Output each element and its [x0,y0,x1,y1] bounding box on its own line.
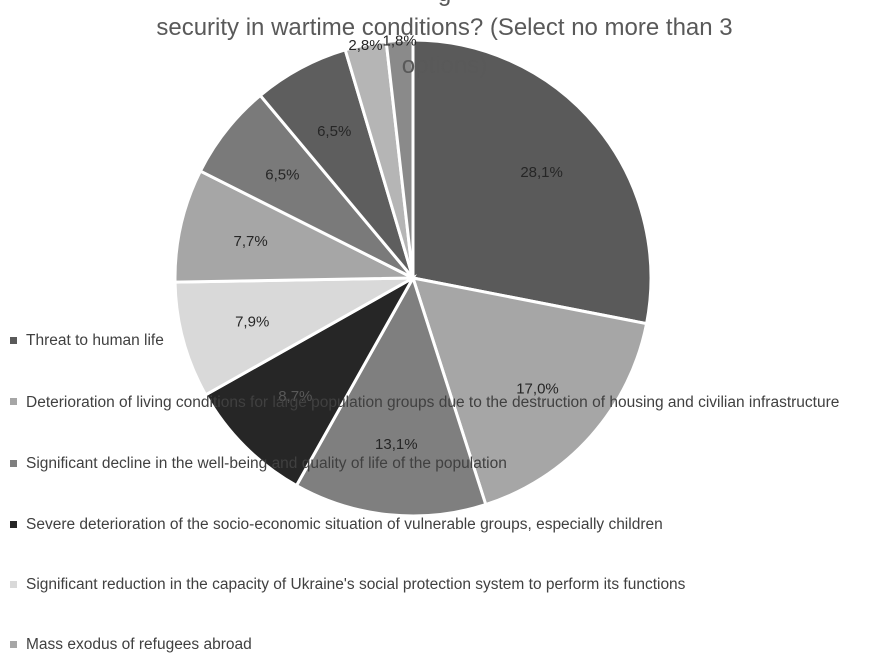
chart-title-line-3: options) [401,52,488,79]
slice-data-label-1: 17,0% [516,381,559,398]
pie-slice-5 [173,169,414,284]
legend-swatch-5 [10,641,17,648]
legend-swatch-3 [10,521,17,528]
legend-label: Mass exodus of refugees abroad [26,636,252,653]
slice-data-label-4: 7,9% [235,314,269,331]
slice-data-label-5: 7,7% [233,233,267,250]
legend-swatch-2 [10,460,17,467]
legend-label: Significant reduction in the capacity of… [26,576,686,593]
slice-data-label-6: 6,5% [265,167,299,184]
slice-data-label-9: 1,8% [382,32,416,49]
slice-data-label-7: 6,5% [317,123,351,140]
slice-data-label-8: 2,8% [348,37,382,54]
pie-slice-9 [384,38,415,279]
chart-title-line-1: g [0,0,889,8]
pie-slice-0 [411,38,653,326]
pie-slice-4 [173,276,414,397]
chart-title-line-2: security in wartime conditions? (Select … [156,14,733,41]
legend-swatch-4 [10,581,17,588]
pie-slice-2 [294,274,488,518]
legend-label: Significant decline in the well-being an… [26,455,507,472]
pie-slice-1 [410,276,649,507]
slice-data-label-3: 8,7% [278,388,312,405]
legend-label: Deterioration of living conditions for l… [26,394,840,411]
pie-slice-3 [203,274,417,488]
legend-swatch-1 [10,398,17,405]
legend-label: Threat to human life [26,332,164,349]
legend-label: Severe deterioration of the socio-econom… [26,516,663,533]
slice-data-label-0: 28,1% [520,164,563,181]
slice-data-label-2: 13,1% [375,436,418,453]
legend-swatch-0 [10,337,17,344]
